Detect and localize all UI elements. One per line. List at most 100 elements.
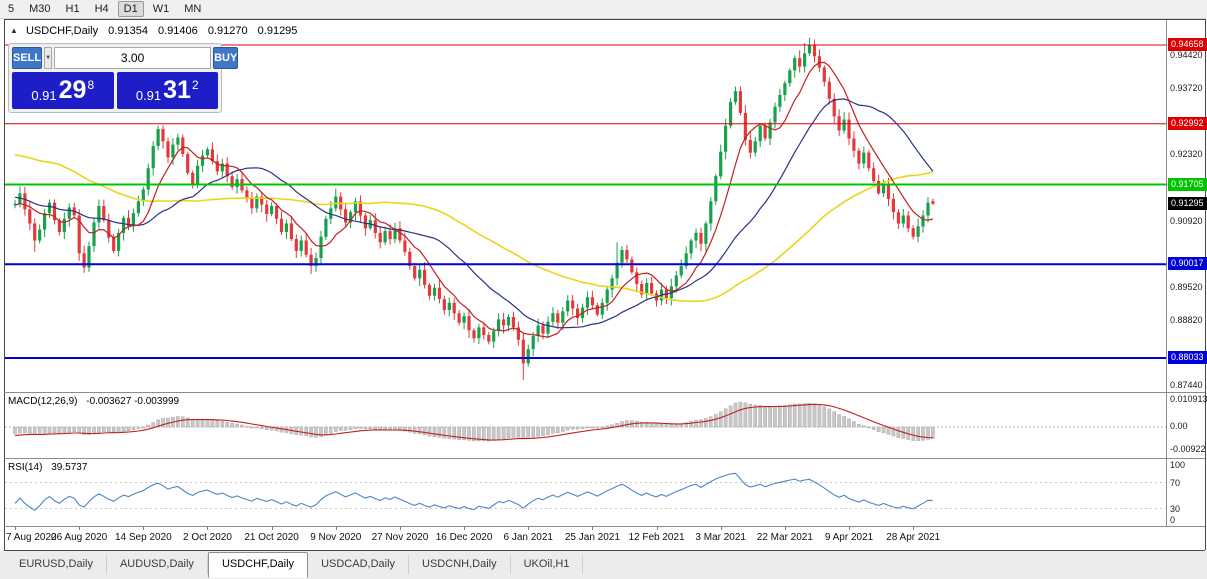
one-click-toggle-icon[interactable]: ▲ xyxy=(10,26,18,35)
date-label: 6 Jan 2021 xyxy=(503,532,553,543)
chart-frame-bottom xyxy=(4,550,1205,551)
chart-tabs: EURUSD,Daily AUDUSD,Daily USDCHF,Daily USDC… xyxy=(0,551,1207,579)
date-label: 16 Dec 2020 xyxy=(435,532,493,543)
date-tick xyxy=(913,527,915,530)
date-label: 12 Feb 2021 xyxy=(628,532,685,543)
macd-scale-tick: -0.00922 xyxy=(1170,443,1206,454)
price-scale-tick: 0.89520 xyxy=(1170,281,1203,292)
rsi-name: RSI(14) xyxy=(8,462,43,473)
macd-label: MACD(12,26,9) -0.003627 -0.003999 xyxy=(8,396,179,407)
ohlc-low-value: 0.91270 xyxy=(207,25,248,37)
price-level-badge: 0.88033 xyxy=(1168,351,1207,364)
timeframe-button-h1[interactable]: H1 xyxy=(65,3,80,15)
sell-price-prefix: 0.91 xyxy=(31,87,57,103)
rsi-panel-splitter[interactable] xyxy=(4,458,1205,459)
timeframe-button-m30[interactable]: M30 xyxy=(29,3,51,15)
ohlc-high-value: 0.91406 xyxy=(158,25,198,37)
date-label: 27 Nov 2020 xyxy=(371,532,429,543)
buy-price-sup: 2 xyxy=(191,77,199,92)
macd-scale-tick: 0.00 xyxy=(1170,421,1188,431)
chart-frame-top xyxy=(4,19,1205,20)
tab-ukoil-h1[interactable]: UKOil,H1 xyxy=(511,555,584,574)
date-tick xyxy=(592,527,594,530)
tab-usdchf-daily[interactable]: USDCHF,Daily xyxy=(207,552,309,578)
buy-button[interactable]: BUY xyxy=(213,47,239,69)
rsi-scale-tick: 100 xyxy=(1170,460,1186,470)
timeframe-toolbar: 5 M30 H1 H4 D1 W1 MN xyxy=(0,0,1207,19)
sell-price-big: 29 xyxy=(58,76,87,104)
price-scale-tick: 0.90920 xyxy=(1170,215,1203,226)
date-label: 22 Mar 2021 xyxy=(756,532,813,543)
price-level-badge: 0.92992 xyxy=(1168,116,1207,130)
date-label: 9 Nov 2020 xyxy=(310,532,362,543)
price-scale-tick: 0.87440 xyxy=(1170,380,1203,391)
date-tick xyxy=(656,527,658,530)
date-tick xyxy=(720,527,722,530)
time-scale[interactable]: 7 Aug 2020 26 Aug 2020 14 Sep 2020 2 Oct 20… xyxy=(0,527,1207,550)
date-label: 2 Oct 2020 xyxy=(182,532,232,543)
rsi-scale-tick: 0 xyxy=(1170,515,1176,525)
timeframe-button-mn[interactable]: MN xyxy=(184,3,202,15)
macd-name: MACD(12,26,9) xyxy=(8,396,78,407)
date-label: 14 Sep 2020 xyxy=(114,532,172,543)
date-tick xyxy=(271,527,273,530)
price-scale-tick: 0.94420 xyxy=(1170,50,1203,61)
tab-audusd-daily[interactable]: AUDUSD,Daily xyxy=(107,555,208,574)
price-scale-tick: 0.92320 xyxy=(1170,149,1203,160)
rsi-scale-tick: 30 xyxy=(1170,503,1181,514)
date-label: 25 Jan 2021 xyxy=(564,532,620,543)
chart-title: ▲ USDCHF,Daily 0.91354 0.91406 0.91270 0… xyxy=(10,25,297,37)
rsi-label: RSI(14) 39.5737 xyxy=(8,462,87,473)
price-scale[interactable]: 0.94420 0.93720 0.92320 0.90920 0.89520 0.888… xyxy=(1167,0,1207,579)
date-tick xyxy=(784,527,786,530)
date-tick xyxy=(15,527,16,530)
price-level-badge: 0.94658 xyxy=(1168,38,1207,51)
buy-price-big: 31 xyxy=(163,76,191,104)
date-tick xyxy=(464,527,466,530)
volume-stepper[interactable]: ▼ xyxy=(44,47,53,69)
date-tick xyxy=(143,527,145,530)
chart-frame-left xyxy=(4,19,5,550)
buy-price-prefix: 0.91 xyxy=(135,87,162,103)
date-tick xyxy=(399,527,401,530)
rsi-scale-tick: 70 xyxy=(1170,477,1181,488)
date-label: 21 Oct 2020 xyxy=(244,532,299,543)
timescale-splitter[interactable] xyxy=(4,526,1205,527)
timeframe-button-w1[interactable]: W1 xyxy=(152,3,170,15)
sell-button[interactable]: SELL xyxy=(12,47,43,69)
date-label: 3 Mar 2021 xyxy=(695,532,746,543)
chevron-down-icon: ▼ xyxy=(45,55,52,61)
sell-price-sup: 8 xyxy=(87,77,95,92)
price-scale-tick: 0.93720 xyxy=(1170,83,1203,94)
tab-usdcad-daily[interactable]: USDCAD,Daily xyxy=(308,555,410,574)
timeframe-button-d1[interactable]: D1 xyxy=(117,1,144,17)
date-label: 7 Aug 2020 xyxy=(6,532,57,543)
macd-values: -0.003627 -0.003999 xyxy=(86,396,180,407)
price-scale-separator xyxy=(1166,20,1167,526)
timeframe-button-5[interactable]: 5 xyxy=(8,3,15,15)
date-label: 26 Aug 2020 xyxy=(51,532,108,543)
date-label: 28 Apr 2021 xyxy=(886,532,941,543)
date-tick xyxy=(79,527,81,530)
sell-price-display: 0.91 29 8 xyxy=(12,72,114,109)
price-level-badge: 0.91705 xyxy=(1168,177,1207,191)
chart-frame-right xyxy=(1205,19,1206,550)
price-scale-tick: 0.88820 xyxy=(1170,314,1203,325)
tab-usdcnh-daily[interactable]: USDCNH,Daily xyxy=(409,555,511,574)
date-tick xyxy=(528,527,530,530)
volume-input[interactable] xyxy=(54,47,212,69)
tab-eurusd-daily[interactable]: EURUSD,Daily xyxy=(6,555,107,574)
date-label: 9 Apr 2021 xyxy=(824,532,874,543)
date-tick xyxy=(335,527,337,530)
price-level-badge: 0.91295 xyxy=(1168,196,1207,210)
one-click-trade-panel: SELL ▼ BUY 0.91 29 8 0.91 31 2 xyxy=(8,43,239,113)
macd-panel-splitter[interactable] xyxy=(4,392,1205,393)
chart-symbol-label: USDCHF,Daily xyxy=(25,25,99,37)
rsi-value: 39.5737 xyxy=(51,462,88,473)
macd-scale-tick: 0.010913 xyxy=(1170,393,1207,404)
ohlc-close-value: 0.91295 xyxy=(257,25,298,37)
timeframe-button-h4[interactable]: H4 xyxy=(94,3,109,15)
date-tick xyxy=(849,527,850,530)
date-tick xyxy=(207,527,209,530)
